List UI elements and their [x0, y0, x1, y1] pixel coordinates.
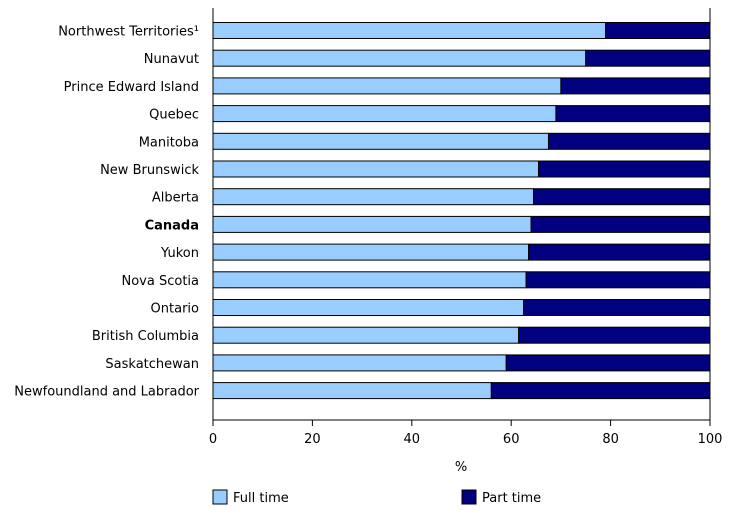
x-tick-label: 60 — [503, 432, 520, 447]
category-labels: Northwest Territories¹ Nunavut Prince Edwa… — [14, 25, 199, 400]
legend-label-part-time: Part time — [482, 491, 541, 506]
category-label: Nova Scotia — [122, 274, 200, 289]
bar-part-time — [528, 243, 711, 261]
x-axis-title: % — [455, 460, 467, 475]
bar-part-time — [560, 77, 711, 95]
legend-label-full-time: Full time — [233, 491, 289, 506]
bar-part-time — [530, 215, 711, 233]
legend-swatch-part-time — [461, 489, 477, 505]
category-label: Nunavut — [144, 52, 199, 67]
bar-full-time — [212, 105, 557, 123]
bar-part-time — [490, 382, 711, 400]
bar-part-time — [533, 188, 711, 206]
bar-full-time — [212, 22, 607, 39]
bar-part-time — [547, 132, 711, 150]
category-label: Newfoundland and Labrador — [14, 385, 199, 400]
bar-full-time — [212, 326, 520, 344]
x-tick-label: 0 — [209, 432, 217, 447]
bars-group — [212, 22, 711, 400]
bar-full-time — [212, 215, 532, 233]
category-label: Prince Edward Island — [64, 80, 199, 95]
bar-part-time — [538, 160, 711, 178]
category-label: New Brunswick — [100, 163, 199, 178]
category-label: Quebec — [149, 108, 199, 123]
category-label: Manitoba — [139, 135, 199, 150]
bar-part-time — [525, 271, 711, 289]
legend-swatch-full-time — [212, 489, 228, 505]
category-label: Northwest Territories¹ — [58, 25, 199, 40]
category-label: Canada — [145, 218, 199, 233]
bar-part-time — [523, 299, 711, 316]
bar-part-time — [518, 326, 711, 344]
bar-part-time — [505, 354, 711, 372]
legend: Full time Part time — [212, 489, 541, 506]
bar-full-time — [212, 271, 527, 289]
bar-full-time — [212, 132, 549, 150]
category-label: Yukon — [160, 246, 199, 261]
bar-full-time — [212, 354, 507, 372]
category-label: Ontario — [151, 302, 199, 317]
category-label: British Columbia — [92, 329, 199, 344]
x-tick-label: 20 — [304, 432, 321, 447]
category-label: Alberta — [152, 191, 199, 206]
x-tick-label: 40 — [404, 432, 421, 447]
x-tick-label: 100 — [698, 432, 723, 447]
x-tick-label: 80 — [602, 432, 619, 447]
bar-full-time — [212, 49, 587, 67]
bar-full-time — [212, 188, 535, 206]
category-label: Saskatchewan — [105, 357, 199, 372]
bar-part-time — [555, 105, 711, 123]
bar-part-time — [605, 22, 711, 39]
bar-full-time — [212, 382, 492, 400]
x-axis: 0 20 40 60 80 100 — [209, 8, 723, 447]
bar-part-time — [585, 49, 711, 67]
bar-full-time — [212, 77, 562, 95]
bar-full-time — [212, 299, 525, 316]
bar-full-time — [212, 160, 540, 178]
bar-full-time — [212, 243, 530, 261]
